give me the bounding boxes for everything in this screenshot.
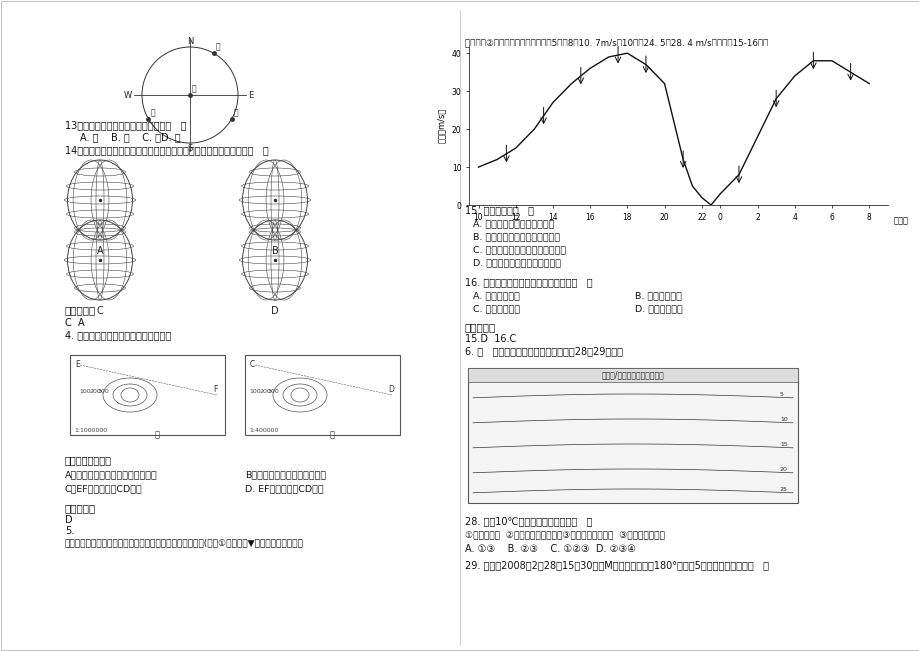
Text: D: D — [388, 385, 393, 394]
Text: 参考答案：: 参考答案： — [464, 322, 495, 332]
Text: B. 由东北向西南: B. 由东北向西南 — [634, 291, 681, 300]
Text: 300: 300 — [267, 389, 278, 394]
Text: W: W — [124, 90, 131, 100]
Text: 读北半球某地某天气系统过境时风向风速随时间变化示意图(注：①图中符号▼表示风向，此图例表: 读北半球某地某天气系统过境时风向风速随时间变化示意图(注：①图中符号▼表示风向，… — [65, 538, 303, 547]
Text: 甲: 甲 — [154, 430, 159, 439]
Text: 1:400000: 1:400000 — [249, 428, 278, 433]
Text: A: A — [96, 246, 103, 256]
Text: 200: 200 — [259, 389, 271, 394]
Text: 5: 5 — [779, 392, 783, 397]
Text: D. EF处的坡度比CD处缓: D. EF处的坡度比CD处缓 — [244, 484, 323, 493]
Text: A. ①③    B. ②③    C. ①②③  D. ②③④: A. ①③ B. ②③ C. ①②③ D. ②③④ — [464, 544, 635, 554]
Text: 15.D  16.C: 15.D 16.C — [464, 334, 516, 344]
Text: 东海洋/某沿海地区七月等温线: 东海洋/某沿海地区七月等温线 — [601, 370, 664, 380]
Text: 5.: 5. — [65, 526, 74, 536]
Text: 乙: 乙 — [329, 430, 335, 439]
Text: 100: 100 — [79, 389, 91, 394]
Text: 甲: 甲 — [192, 84, 197, 93]
Text: 200: 200 — [89, 389, 101, 394]
Text: A. 甲    B. 乙    C. 丙D. 丁: A. 甲 B. 乙 C. 丙D. 丁 — [80, 132, 180, 142]
Text: 16. 据图推断该天气系统的移动方向是（   ）: 16. 据图推断该天气系统的移动方向是（ ） — [464, 277, 592, 287]
Text: 6. 读   某区域七月等温线图，据此回答28～29小题。: 6. 读 某区域七月等温线图，据此回答28～29小题。 — [464, 346, 622, 356]
Y-axis label: 风速（m/s）: 风速（m/s） — [437, 107, 446, 143]
Text: B．乙图所示地区范围比甲图大: B．乙图所示地区范围比甲图大 — [244, 470, 325, 479]
Text: C: C — [250, 360, 255, 369]
Text: E: E — [248, 90, 253, 100]
Text: C. 由东南向西北: C. 由东南向西北 — [472, 304, 519, 313]
Text: C: C — [96, 306, 103, 316]
Text: E: E — [75, 360, 80, 369]
Text: 4. 读某地区等高线图，回答下列问题：: 4. 读某地区等高线图，回答下列问题： — [65, 330, 171, 340]
Text: A. 多生成在赤道地区的海洋上: A. 多生成在赤道地区的海洋上 — [472, 219, 554, 228]
Text: C. 导致长江中下游地区的梅雨天气: C. 导致长江中下游地区的梅雨天气 — [472, 245, 565, 254]
Text: ①纬度的差异  ②海陆热力性质的差异③地形和地势的影响  ③受到洋流的影响: ①纬度的差异 ②海陆热力性质的差异③地形和地势的影响 ③受到洋流的影响 — [464, 530, 664, 539]
Text: 参考答案：: 参考答案： — [65, 305, 96, 315]
Bar — [244, 355, 400, 435]
Text: A．甲、乙两图所示地区范围一样大: A．甲、乙两图所示地区范围一样大 — [65, 470, 157, 479]
Text: 14．在乙飞机上空俯视地球绘制的地球及其运动的投影图，正确的是（   ）: 14．在乙飞机上空俯视地球绘制的地球及其运动的投影图，正确的是（ ） — [65, 145, 268, 155]
Text: A. 由西南向东北: A. 由西南向东北 — [472, 291, 519, 300]
Bar — [468, 368, 797, 382]
Bar — [70, 355, 225, 435]
Text: D: D — [271, 306, 278, 316]
Text: 25: 25 — [779, 487, 787, 492]
Text: 示北风。②风速与风级的对应关系：5级：8～10. 7m/s；10级：24. 5～28. 4 m/s），完成15-16题。: 示北风。②风速与风级的对应关系：5级：8～10. 7m/s；10级：24. 5～… — [464, 38, 767, 47]
Text: 15: 15 — [779, 442, 787, 447]
Text: 15. 此天气系统（   ）: 15. 此天气系统（ ） — [464, 205, 533, 215]
Text: S: S — [187, 144, 192, 153]
Text: （时）: （时） — [892, 216, 907, 225]
Bar — [468, 368, 797, 503]
Text: 29. 某船只2008年2月28日15点30分从M地自东向西穿过180°经线，5分钟后时间可能是（   ）: 29. 某船只2008年2月28日15点30分从M地自东向西穿过180°经线，5… — [464, 560, 768, 570]
Text: C．EF处的坡度比CD处陡: C．EF处的坡度比CD处陡 — [65, 484, 142, 493]
Text: 乙: 乙 — [216, 42, 221, 51]
Text: 丙: 丙 — [151, 108, 155, 117]
Text: 28. 图中10℃等温线弯曲的原因是（   ）: 28. 图中10℃等温线弯曲的原因是（ ） — [464, 516, 592, 526]
Text: B: B — [271, 246, 278, 256]
Text: D. 常带来大风、特大暴雨等灾害: D. 常带来大风、特大暴雨等灾害 — [472, 258, 561, 267]
Text: 下列说法正确的是: 下列说法正确的是 — [65, 455, 112, 465]
Text: 300: 300 — [97, 389, 108, 394]
Text: 10: 10 — [779, 417, 787, 422]
Text: C  A: C A — [65, 318, 85, 328]
Text: D: D — [65, 515, 73, 525]
Text: 1:1000000: 1:1000000 — [74, 428, 107, 433]
Text: 20: 20 — [779, 467, 787, 472]
Text: 参考答案：: 参考答案： — [65, 503, 96, 513]
Text: D. 由西北向东南: D. 由西北向东南 — [634, 304, 682, 313]
Text: 13．四架飞机飞行中角速度最慢的是（   ）: 13．四架飞机飞行中角速度最慢的是（ ） — [65, 120, 187, 130]
Text: B. 过境时气温骤降带来大雪冻害: B. 过境时气温骤降带来大雪冻害 — [472, 232, 560, 241]
Text: F: F — [213, 385, 217, 394]
Text: N: N — [187, 37, 193, 46]
Text: 丁: 丁 — [233, 108, 238, 117]
Text: 100: 100 — [249, 389, 261, 394]
